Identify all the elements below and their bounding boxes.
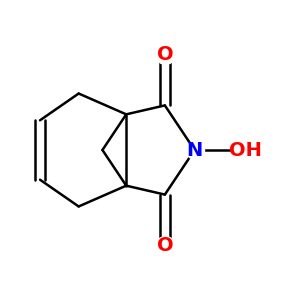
Text: N: N — [187, 140, 203, 160]
Text: O: O — [157, 236, 173, 255]
Text: OH: OH — [229, 140, 262, 160]
Text: O: O — [157, 45, 173, 64]
